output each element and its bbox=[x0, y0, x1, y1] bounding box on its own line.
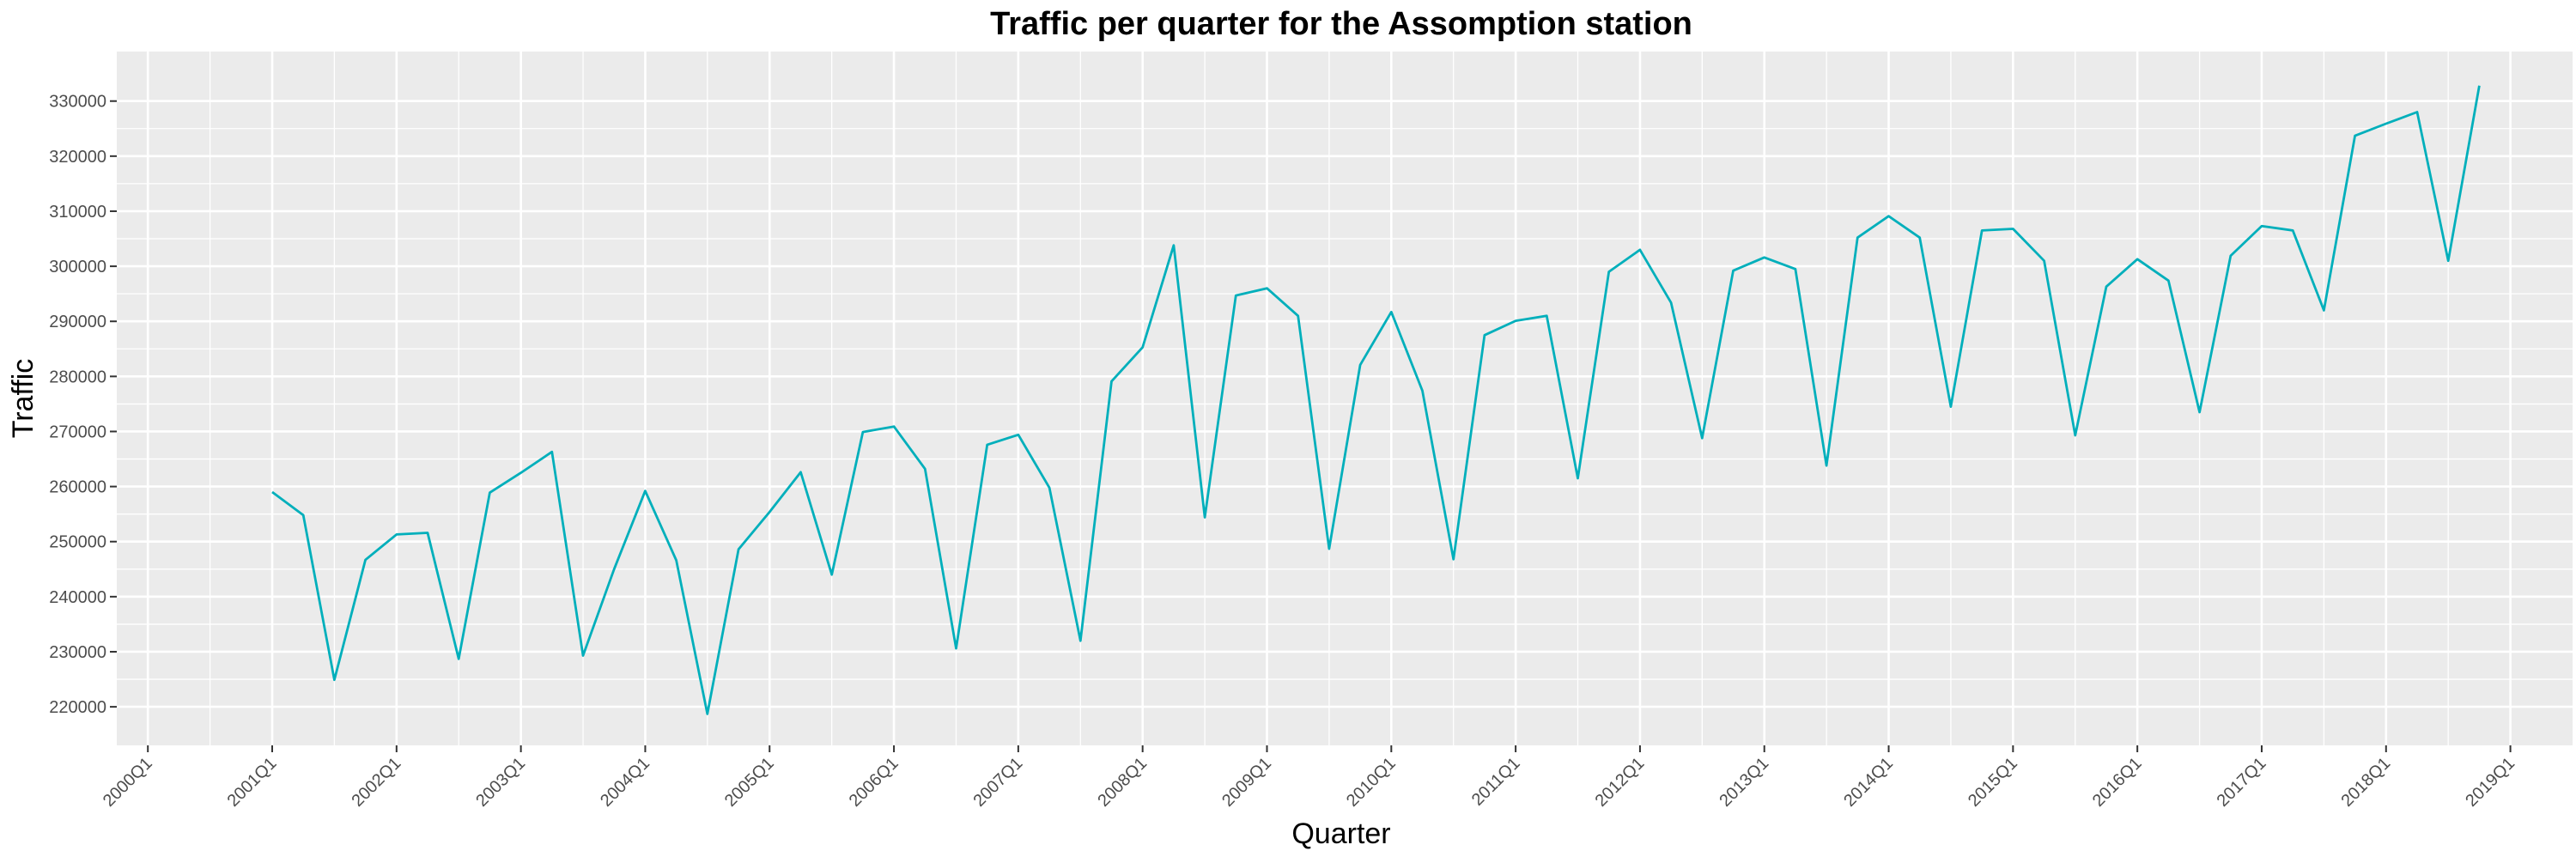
x-tick-label: 2000Q1 bbox=[100, 754, 156, 811]
x-tick-label: 2016Q1 bbox=[2089, 754, 2146, 811]
y-tick-label: 300000 bbox=[49, 258, 106, 277]
chart-title: Traffic per quarter for the Assomption s… bbox=[990, 6, 1692, 42]
plot-panel bbox=[117, 52, 2573, 745]
x-axis: 2000Q1 2001Q1 2002Q1 2003Q1 2004Q1 2005Q1 2006… bbox=[100, 745, 2518, 811]
x-tick-label: 2006Q1 bbox=[846, 754, 902, 811]
x-tick-label: 2011Q1 bbox=[1468, 754, 1524, 810]
y-tick-label: 320000 bbox=[49, 148, 106, 167]
x-tick-label: 2009Q1 bbox=[1218, 754, 1275, 811]
series-line bbox=[271, 85, 2481, 715]
x-tick-label: 2012Q1 bbox=[1592, 754, 1649, 811]
y-axis: 220000 230000 240000 250000 260000 270000 2800… bbox=[49, 93, 117, 717]
x-tick-label: 2002Q1 bbox=[348, 754, 404, 811]
x-tick-label: 2004Q1 bbox=[597, 754, 653, 811]
x-tick-label: 2005Q1 bbox=[721, 754, 778, 811]
series-layer bbox=[271, 85, 2481, 715]
x-tick-label: 2015Q1 bbox=[1965, 754, 2021, 811]
y-tick-label: 270000 bbox=[49, 422, 106, 441]
y-tick-label: 240000 bbox=[49, 588, 106, 607]
x-tick-label: 2017Q1 bbox=[2214, 754, 2270, 811]
x-tick-label: 2019Q1 bbox=[2462, 754, 2518, 811]
y-tick-label: 330000 bbox=[49, 93, 106, 112]
y-tick-label: 310000 bbox=[49, 203, 106, 222]
x-tick-label: 2014Q1 bbox=[1840, 754, 1897, 811]
y-axis-title: Traffic bbox=[7, 359, 39, 439]
x-tick-label: 2010Q1 bbox=[1343, 754, 1400, 811]
y-tick-label: 280000 bbox=[49, 368, 106, 386]
x-axis-title: Quarter bbox=[1291, 817, 1390, 850]
y-tick-label: 250000 bbox=[49, 533, 106, 552]
x-tick-label: 2003Q1 bbox=[472, 754, 529, 811]
y-tick-label: 290000 bbox=[49, 313, 106, 331]
y-tick-label: 230000 bbox=[49, 643, 106, 662]
x-tick-label: 2001Q1 bbox=[224, 754, 281, 811]
x-tick-label: 2018Q1 bbox=[2337, 754, 2394, 811]
y-tick-label: 260000 bbox=[49, 478, 106, 497]
x-tick-label: 2007Q1 bbox=[970, 754, 1027, 811]
x-tick-label: 2008Q1 bbox=[1094, 754, 1151, 811]
y-tick-label: 220000 bbox=[49, 698, 106, 717]
x-tick-label: 2013Q1 bbox=[1716, 754, 1772, 811]
